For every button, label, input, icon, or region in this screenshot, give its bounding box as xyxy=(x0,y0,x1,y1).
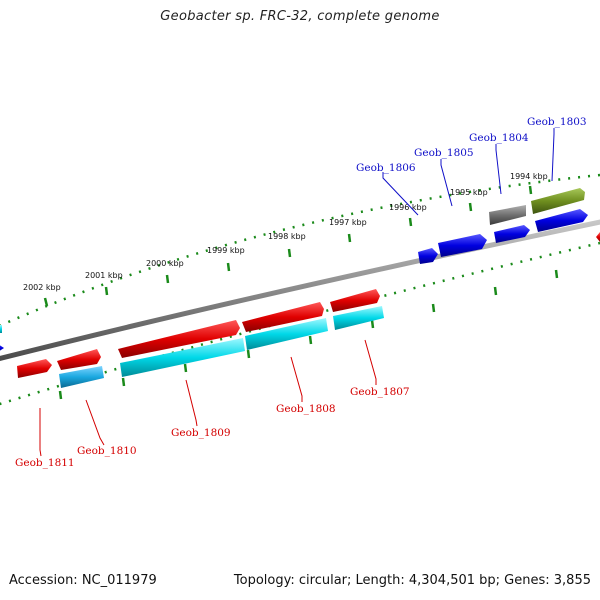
kbp-label: 1996 kbp xyxy=(389,203,427,212)
gene-feature-red xyxy=(17,359,52,378)
gene-feature-blue xyxy=(494,225,530,243)
gene-label: Geob_1810 xyxy=(77,445,137,457)
gene-feature-red xyxy=(330,289,380,312)
gene-label: Geob_1805 xyxy=(414,147,474,159)
gene-feature-red xyxy=(242,302,324,332)
kbp-label: 2002 kbp xyxy=(23,283,61,292)
kbp-label: 1994 kbp xyxy=(510,172,548,181)
gene-feature-red xyxy=(57,349,101,370)
gene-feature-gray xyxy=(489,205,526,225)
accession-text: Accession: NC_011979 xyxy=(9,573,157,588)
gene-feature-cyan xyxy=(245,318,328,350)
partial-feature-blue xyxy=(0,345,4,351)
gene-label: Geob_1806 xyxy=(356,162,416,174)
kbp-label: 2000 kbp xyxy=(146,259,184,268)
outer-major-ticks xyxy=(43,185,533,307)
kbp-labels: 2002 kbp 2001 kbp 2000 kbp 1999 kbp 1998… xyxy=(23,172,548,292)
bottom-gene-labels: Geob_1811 Geob_1810 Geob_1809 Geob_1808 … xyxy=(15,386,410,469)
page-title: Geobacter sp. FRC-32, complete genome xyxy=(160,9,440,24)
gene-label: Geob_1807 xyxy=(350,386,410,398)
partial-feature-red-right xyxy=(596,232,600,242)
kbp-label: 1999 kbp xyxy=(207,246,245,255)
gene-feature-olive xyxy=(531,188,585,214)
kbp-label: 2001 kbp xyxy=(85,271,123,280)
gene-label: Geob_1811 xyxy=(15,457,75,469)
gene-label: Geob_1803 xyxy=(527,116,587,128)
gene-feature-cyan xyxy=(120,338,245,377)
bottom-gene-features xyxy=(17,289,384,388)
gene-feature-red xyxy=(118,320,240,358)
top-gene-labels: Geob_1806 Geob_1805 Geob_1804 Geob_1803 xyxy=(356,116,587,174)
gene-label: Geob_1804 xyxy=(469,132,529,144)
gene-feature-blue xyxy=(418,248,438,264)
genome-backbone xyxy=(0,219,600,362)
kbp-label: 1998 kbp xyxy=(268,232,306,241)
partial-feature-cyan xyxy=(0,325,2,333)
kbp-label: 1995 kbp xyxy=(450,188,488,197)
genome-summary-text: Topology: circular; Length: 4,304,501 bp… xyxy=(233,573,591,588)
kbp-label: 1997 kbp xyxy=(329,218,367,227)
gene-feature-blue xyxy=(438,234,487,257)
top-leader-lines xyxy=(382,128,555,216)
gene-feature-lightblue xyxy=(59,366,104,388)
inner-major-ticks xyxy=(58,269,559,400)
top-gene-features xyxy=(418,188,588,264)
gene-feature-cyan xyxy=(333,306,384,330)
gene-label: Geob_1808 xyxy=(276,403,336,415)
gene-label: Geob_1809 xyxy=(171,427,231,439)
gene-feature-blue xyxy=(535,209,588,232)
outer-tick-ring xyxy=(0,173,600,327)
bottom-leader-lines xyxy=(39,339,377,457)
